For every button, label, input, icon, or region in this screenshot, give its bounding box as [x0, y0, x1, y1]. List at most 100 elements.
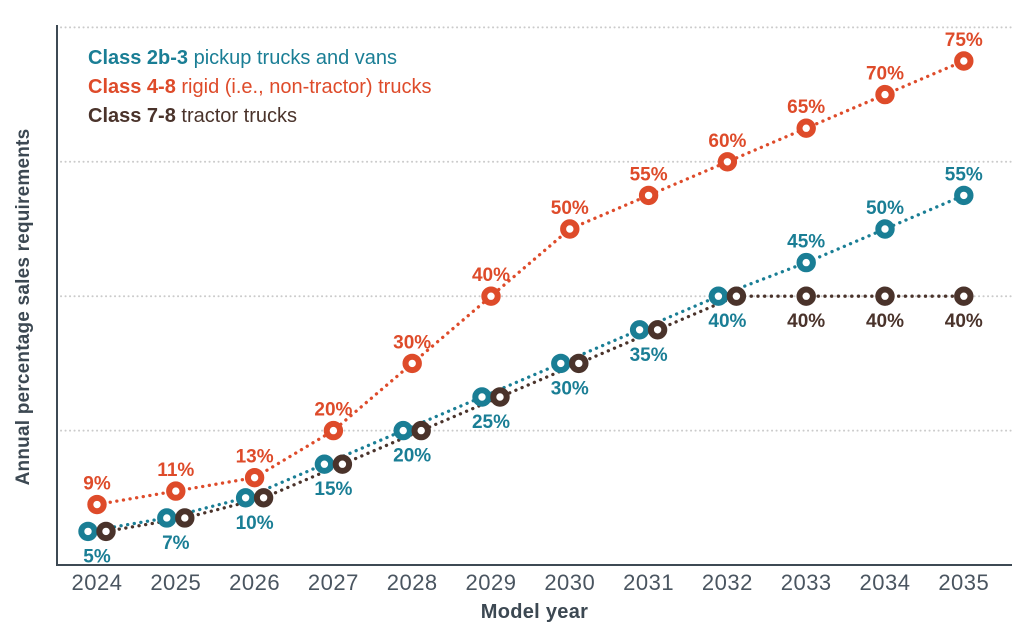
data-point-marker: [560, 219, 580, 239]
data-point-marker: [314, 454, 335, 474]
series-labels-1: 9% 11% 13% 20% 30% 40% 50% 55% 60% 65% 70% 75%: [83, 30, 983, 495]
x-tick-labels: 2024 2025 2026 2027 2028 2029 2030 2031 2032 2033…: [72, 570, 989, 595]
data-point-label: 70%: [866, 64, 904, 85]
series-line-0: [86, 193, 966, 534]
data-point-label: 9%: [83, 474, 111, 495]
series-markers-2: [96, 286, 974, 542]
data-point-marker: [629, 320, 650, 340]
data-point-label: 55%: [945, 164, 983, 185]
x-tick-label: 2029: [466, 570, 517, 595]
chart-legend: Class 2b-3 pickup trucks and vans Class …: [88, 44, 431, 131]
data-point-marker: [87, 494, 107, 515]
data-point-marker: [551, 353, 571, 374]
x-tick-label: 2033: [781, 570, 832, 595]
legend-class-name: Class 2b-3: [88, 47, 189, 69]
data-point-label: 40%: [708, 311, 746, 332]
data-point-marker: [323, 420, 344, 441]
x-tick-label: 2032: [702, 570, 753, 595]
data-point-label: 25%: [472, 412, 510, 433]
series-labels-0: 5% 7% 10% 15% 20% 25% 30% 35% 40% 45% 50% 55%: [83, 164, 983, 567]
axes: [56, 25, 1012, 566]
data-point-marker: [954, 51, 974, 71]
legend-class-desc: tractor trucks: [175, 105, 297, 127]
data-point-marker: [175, 508, 195, 528]
data-point-label: 40%: [787, 311, 825, 332]
data-point-label: 30%: [393, 332, 431, 353]
x-tick-label: 2025: [150, 570, 201, 595]
legend-class-name: Class 7-8: [88, 105, 176, 127]
data-point-marker: [235, 488, 256, 508]
legend-item-class-4-8: Class 4-8 rigid (i.e., non-tractor) truc…: [88, 73, 431, 102]
data-point-label: 35%: [630, 345, 668, 366]
data-point-label: 50%: [866, 198, 904, 219]
data-point-marker: [244, 467, 265, 488]
data-point-marker: [708, 286, 729, 306]
x-tick-label: 2028: [387, 570, 438, 595]
x-tick-label: 2031: [623, 570, 674, 595]
data-point-label: 20%: [393, 446, 431, 467]
data-point-marker: [875, 219, 895, 239]
data-point-marker: [402, 353, 422, 374]
data-point-marker: [166, 481, 186, 501]
data-point-label: 20%: [314, 400, 352, 421]
data-point-label: 5%: [83, 546, 111, 567]
data-point-label: 60%: [708, 131, 746, 152]
data-point-label: 11%: [157, 460, 194, 481]
data-point-marker: [96, 521, 116, 542]
x-tick-label: 2024: [72, 570, 123, 595]
data-point-label: 7%: [162, 533, 190, 554]
legend-class-name: Class 4-8: [88, 76, 176, 98]
data-point-label: 40%: [472, 265, 510, 286]
gridlines: [60, 26, 1013, 432]
data-point-marker: [954, 185, 974, 206]
series-line-1: [95, 59, 966, 507]
legend-class-desc: rigid (i.e., non-tractor) trucks: [175, 76, 432, 98]
data-point-marker: [875, 286, 895, 306]
y-axis-title: Annual percentage sales requirements: [13, 128, 34, 486]
data-point-marker: [717, 152, 738, 172]
x-tick-label: 2027: [308, 570, 359, 595]
legend-item-class-7-8: Class 7-8 tractor trucks: [88, 102, 431, 131]
x-tick-label: 2035: [938, 570, 989, 595]
data-point-label: 50%: [551, 198, 589, 219]
data-point-marker: [796, 252, 816, 273]
data-point-label: 40%: [866, 311, 904, 332]
data-point-marker: [411, 420, 431, 441]
data-point-marker: [647, 320, 668, 340]
data-point-label: 13%: [236, 447, 274, 468]
data-point-marker: [332, 454, 353, 474]
data-point-label: 10%: [236, 513, 274, 534]
data-point-marker: [954, 286, 974, 306]
data-point-marker: [393, 420, 413, 441]
x-tick-label: 2034: [860, 570, 911, 595]
data-point-marker: [638, 185, 659, 206]
data-point-marker: [726, 286, 747, 306]
data-point-marker: [78, 521, 98, 542]
data-point-marker: [157, 508, 177, 528]
series-markers-1: [87, 51, 974, 515]
data-point-label: 45%: [787, 232, 825, 253]
legend-class-desc: pickup trucks and vans: [188, 47, 398, 69]
data-point-marker: [569, 353, 589, 374]
data-point-label: 15%: [314, 479, 352, 500]
data-point-label: 65%: [787, 97, 825, 118]
data-point-marker: [796, 286, 816, 306]
data-point-marker: [490, 387, 510, 407]
data-point-marker: [472, 387, 492, 407]
x-tick-label: 2030: [544, 570, 595, 595]
series-labels-2: 40% 40% 40%: [787, 311, 983, 332]
data-point-marker: [253, 488, 274, 508]
series-line-2: [104, 294, 966, 534]
data-point-label: 55%: [630, 164, 668, 185]
x-tick-label: 2026: [229, 570, 280, 595]
legend-item-class-2b-3: Class 2b-3 pickup trucks and vans: [88, 44, 431, 73]
data-point-label: 40%: [945, 311, 983, 332]
data-point-marker: [796, 118, 816, 138]
data-point-label: 30%: [551, 378, 589, 399]
series-markers-0: [78, 185, 974, 542]
data-point-marker: [481, 286, 501, 306]
data-point-label: 75%: [945, 30, 983, 51]
data-point-marker: [875, 84, 895, 105]
